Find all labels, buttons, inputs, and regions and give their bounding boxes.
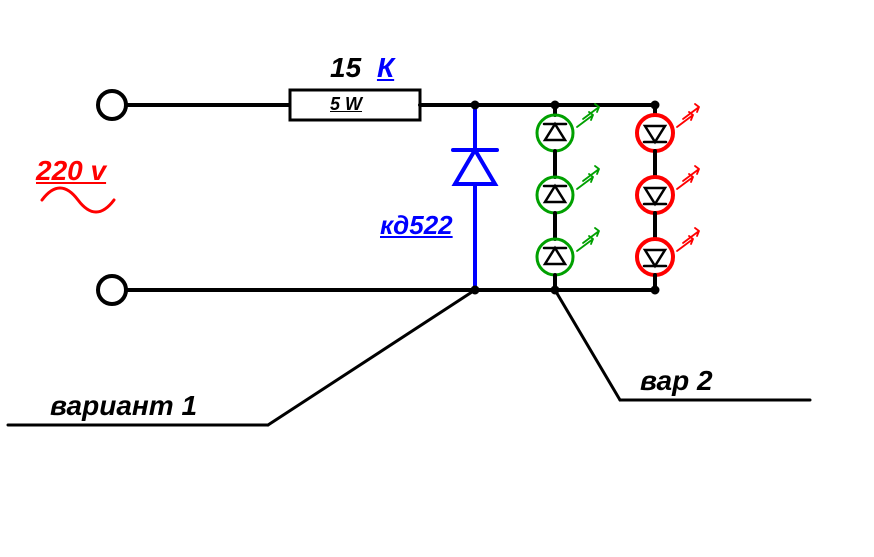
variant1-label: вариант 1 xyxy=(50,390,197,422)
resistor-power: 5 W xyxy=(330,94,362,115)
variant2-label: вар 2 xyxy=(640,365,713,397)
resistor-value: 15 К xyxy=(330,52,394,84)
voltage-label: 220 v xyxy=(36,155,106,187)
resistor-unit: К xyxy=(377,52,394,83)
circuit-diagram xyxy=(0,0,874,557)
diode-label: кд522 xyxy=(380,210,453,241)
resistor-value-num: 15 xyxy=(330,52,361,83)
